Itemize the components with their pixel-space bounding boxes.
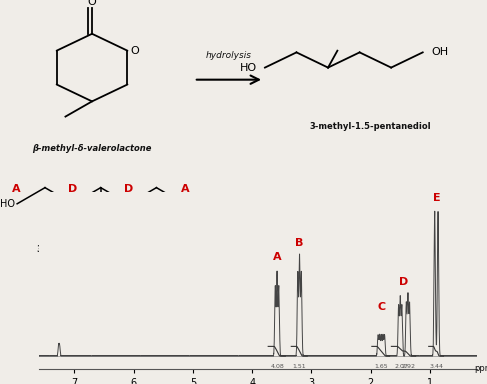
Text: D: D [398,276,408,286]
Text: 2.92: 2.92 [402,364,415,369]
Text: C: C [96,197,105,207]
Text: 1.51: 1.51 [293,364,306,369]
Text: β-methyl-δ-valerolactone: β-methyl-δ-valerolactone [32,144,152,153]
Text: O: O [130,46,139,56]
Text: B: B [296,238,304,248]
Text: 2.07: 2.07 [394,364,409,369]
Text: OH: OH [431,47,448,57]
Text: D: D [124,184,133,194]
Text: 4.08: 4.08 [270,364,284,369]
Text: B: B [41,197,49,207]
Text: A: A [12,184,20,194]
Text: 3.44: 3.44 [430,364,443,369]
Text: HO: HO [0,199,15,209]
Text: A: A [181,184,189,194]
Text: C: C [377,301,385,311]
Text: OH: OH [187,199,202,209]
Text: B: B [152,197,161,207]
Text: E: E [432,193,440,203]
Text: 1.65: 1.65 [375,364,388,369]
Text: A: A [273,252,281,262]
Text: E: E [98,207,106,217]
Text: HO: HO [240,63,257,73]
Text: 3-methyl-1.5-pentanediol: 3-methyl-1.5-pentanediol [309,122,431,131]
Text: hydrolysis: hydrolysis [206,51,252,60]
Text: ppm: ppm [474,364,487,373]
Text: 3-methyl-1.5-pentanediol: 3-methyl-1.5-pentanediol [36,245,166,254]
Text: O: O [88,0,96,7]
Text: D: D [68,184,77,194]
